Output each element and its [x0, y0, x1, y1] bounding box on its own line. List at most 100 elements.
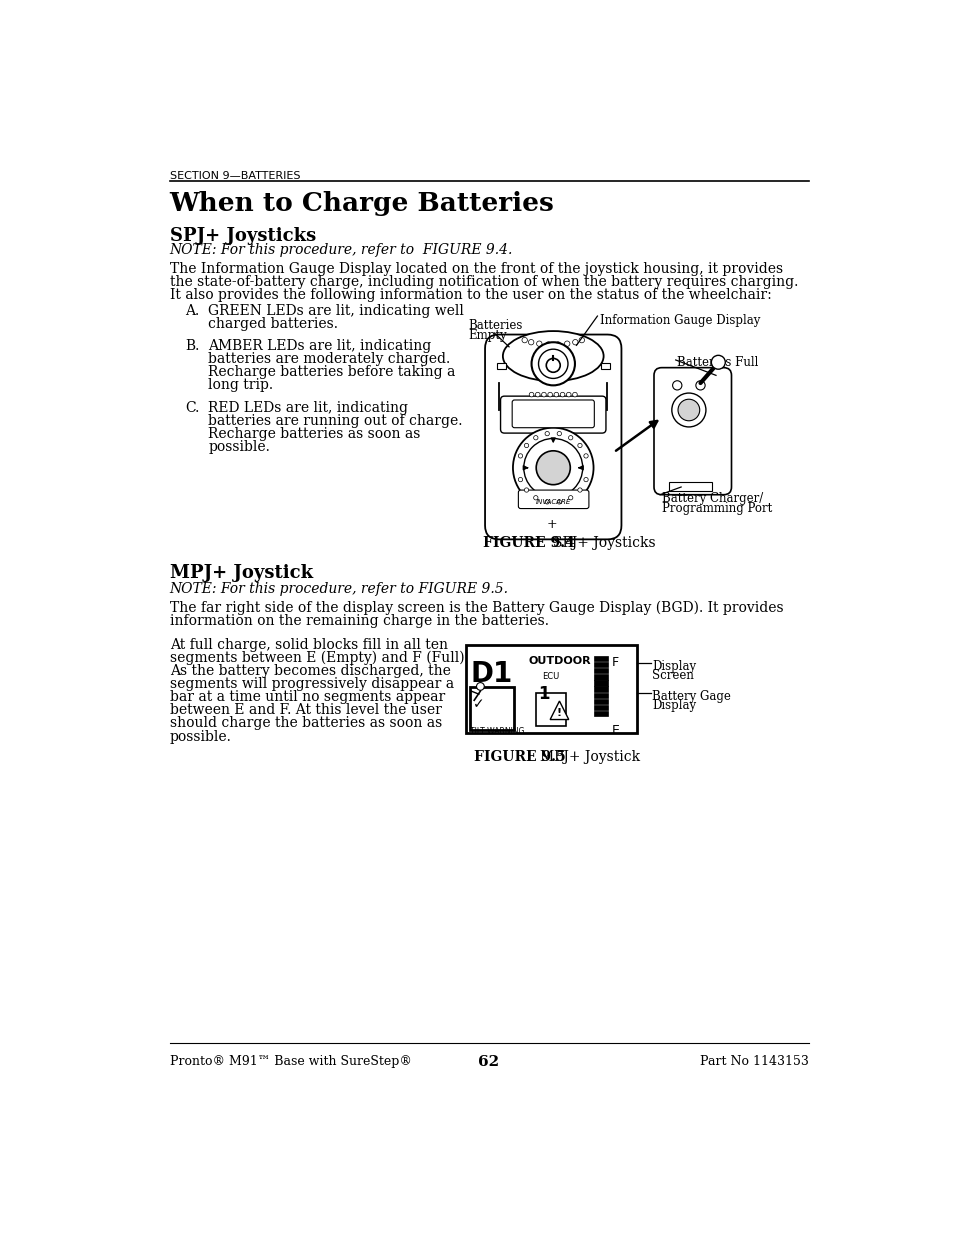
Text: When to Charge Batteries: When to Charge Batteries	[170, 190, 554, 216]
Circle shape	[531, 342, 575, 385]
Circle shape	[545, 342, 551, 347]
Text: the state-of-battery charge, including notification of when the battery requires: the state-of-battery charge, including n…	[170, 275, 797, 289]
Bar	[594, 687, 608, 692]
Circle shape	[568, 495, 572, 500]
Text: E: E	[611, 724, 618, 737]
Text: AMBER LEDs are lit, indicating: AMBER LEDs are lit, indicating	[208, 340, 431, 353]
Bar	[466, 645, 637, 734]
Text: information on the remaining charge in the batteries.: information on the remaining charge in t…	[170, 614, 548, 629]
Text: The far right side of the display screen is the Battery Gauge Display (BGD). It : The far right side of the display screen…	[170, 601, 782, 615]
FancyBboxPatch shape	[512, 400, 594, 427]
Text: Display: Display	[652, 699, 696, 711]
Text: As the battery becomes discharged, the: As the battery becomes discharged, the	[170, 664, 450, 678]
Text: possible.: possible.	[208, 440, 270, 454]
Text: MPJ+ Joystick: MPJ+ Joystick	[170, 564, 313, 582]
Circle shape	[513, 427, 593, 508]
Text: SPJ+ Joysticks: SPJ+ Joysticks	[553, 536, 655, 550]
Circle shape	[672, 380, 681, 390]
Text: Recharge batteries as soon as: Recharge batteries as soon as	[208, 427, 420, 441]
Circle shape	[555, 342, 560, 347]
Circle shape	[568, 436, 572, 440]
Circle shape	[557, 431, 561, 436]
Text: RED LEDs are lit, indicating: RED LEDs are lit, indicating	[208, 401, 408, 415]
Circle shape	[528, 340, 534, 345]
Circle shape	[554, 393, 558, 396]
Circle shape	[572, 393, 577, 396]
Circle shape	[671, 393, 705, 427]
Circle shape	[529, 393, 534, 396]
Text: The Information Gauge Display located on the front of the joystick housing, it p: The Information Gauge Display located on…	[170, 262, 781, 277]
Text: ✓: ✓	[472, 698, 484, 711]
Bar	[594, 656, 608, 661]
Text: B.: B.	[185, 340, 199, 353]
Text: between E and F. At this level the user: between E and F. At this level the user	[170, 704, 441, 718]
Text: SPJ+ Joysticks: SPJ+ Joysticks	[170, 227, 315, 245]
Circle shape	[557, 500, 561, 504]
Text: 62: 62	[477, 1055, 499, 1070]
Bar	[594, 680, 608, 685]
Text: FIGURE 9.5: FIGURE 9.5	[474, 751, 565, 764]
Text: possible.: possible.	[170, 730, 232, 743]
Text: Battery Charger/: Battery Charger/	[661, 493, 762, 505]
Text: charged batteries.: charged batteries.	[208, 317, 338, 331]
Circle shape	[524, 488, 528, 493]
Circle shape	[544, 431, 549, 436]
Bar	[599, 363, 609, 369]
Bar	[594, 668, 608, 673]
Polygon shape	[550, 701, 568, 720]
Text: Part No 1143153: Part No 1143153	[700, 1055, 808, 1068]
Circle shape	[564, 341, 569, 346]
Text: segments between E (Empty) and F (Full).: segments between E (Empty) and F (Full).	[170, 651, 468, 666]
Circle shape	[476, 683, 484, 690]
Text: Pronto® M91™ Base with SureStep®: Pronto® M91™ Base with SureStep®	[170, 1055, 411, 1068]
Circle shape	[572, 340, 578, 345]
Bar	[594, 674, 608, 679]
Text: A.: A.	[185, 304, 199, 317]
Bar	[498, 352, 607, 410]
Text: Display: Display	[652, 661, 696, 673]
FancyBboxPatch shape	[654, 368, 731, 495]
Text: It also provides the following information to the user on the status of the whee: It also provides the following informati…	[170, 288, 771, 303]
Circle shape	[537, 350, 567, 378]
Text: Empty: Empty	[468, 330, 506, 342]
Bar	[594, 705, 608, 710]
Text: !: !	[557, 709, 561, 719]
Text: OUTDOOR: OUTDOOR	[528, 656, 591, 666]
Text: batteries are running out of charge.: batteries are running out of charge.	[208, 414, 462, 427]
Circle shape	[566, 393, 571, 396]
FancyBboxPatch shape	[517, 490, 588, 509]
Circle shape	[578, 488, 581, 493]
Text: NOTE: For this procedure, refer to FIGURE 9.5.: NOTE: For this procedure, refer to FIGUR…	[170, 582, 508, 595]
Circle shape	[547, 393, 552, 396]
Circle shape	[583, 478, 588, 482]
Circle shape	[521, 337, 527, 343]
Text: Programming Port: Programming Port	[661, 503, 771, 515]
Circle shape	[695, 380, 704, 390]
Circle shape	[535, 393, 539, 396]
Circle shape	[517, 478, 522, 482]
Text: MPJ+ Joystick: MPJ+ Joystick	[539, 751, 639, 764]
Bar	[594, 662, 608, 667]
Circle shape	[533, 436, 537, 440]
Text: segments will progressively disappear a: segments will progressively disappear a	[170, 677, 454, 692]
Text: GREEN LEDs are lit, indicating well: GREEN LEDs are lit, indicating well	[208, 304, 464, 317]
Bar	[594, 711, 608, 716]
Text: Batteries: Batteries	[468, 319, 522, 332]
Circle shape	[523, 438, 582, 496]
Text: C.: C.	[185, 401, 199, 415]
Circle shape	[559, 393, 564, 396]
Text: Information Gauge Display: Information Gauge Display	[599, 314, 760, 327]
Circle shape	[517, 453, 522, 458]
Circle shape	[524, 443, 528, 447]
Text: +: +	[546, 517, 557, 531]
Circle shape	[578, 443, 581, 447]
FancyBboxPatch shape	[469, 687, 514, 730]
Text: bar at a time until no segments appear: bar at a time until no segments appear	[170, 690, 444, 704]
Text: NOTE: For this procedure, refer to  FIGURE 9.4.: NOTE: For this procedure, refer to FIGUR…	[170, 243, 513, 257]
FancyBboxPatch shape	[536, 693, 565, 726]
Text: TILT WARNING: TILT WARNING	[470, 727, 524, 736]
Circle shape	[578, 337, 584, 343]
Text: F: F	[611, 656, 618, 669]
Text: ECU: ECU	[541, 672, 559, 680]
Circle shape	[678, 399, 699, 421]
